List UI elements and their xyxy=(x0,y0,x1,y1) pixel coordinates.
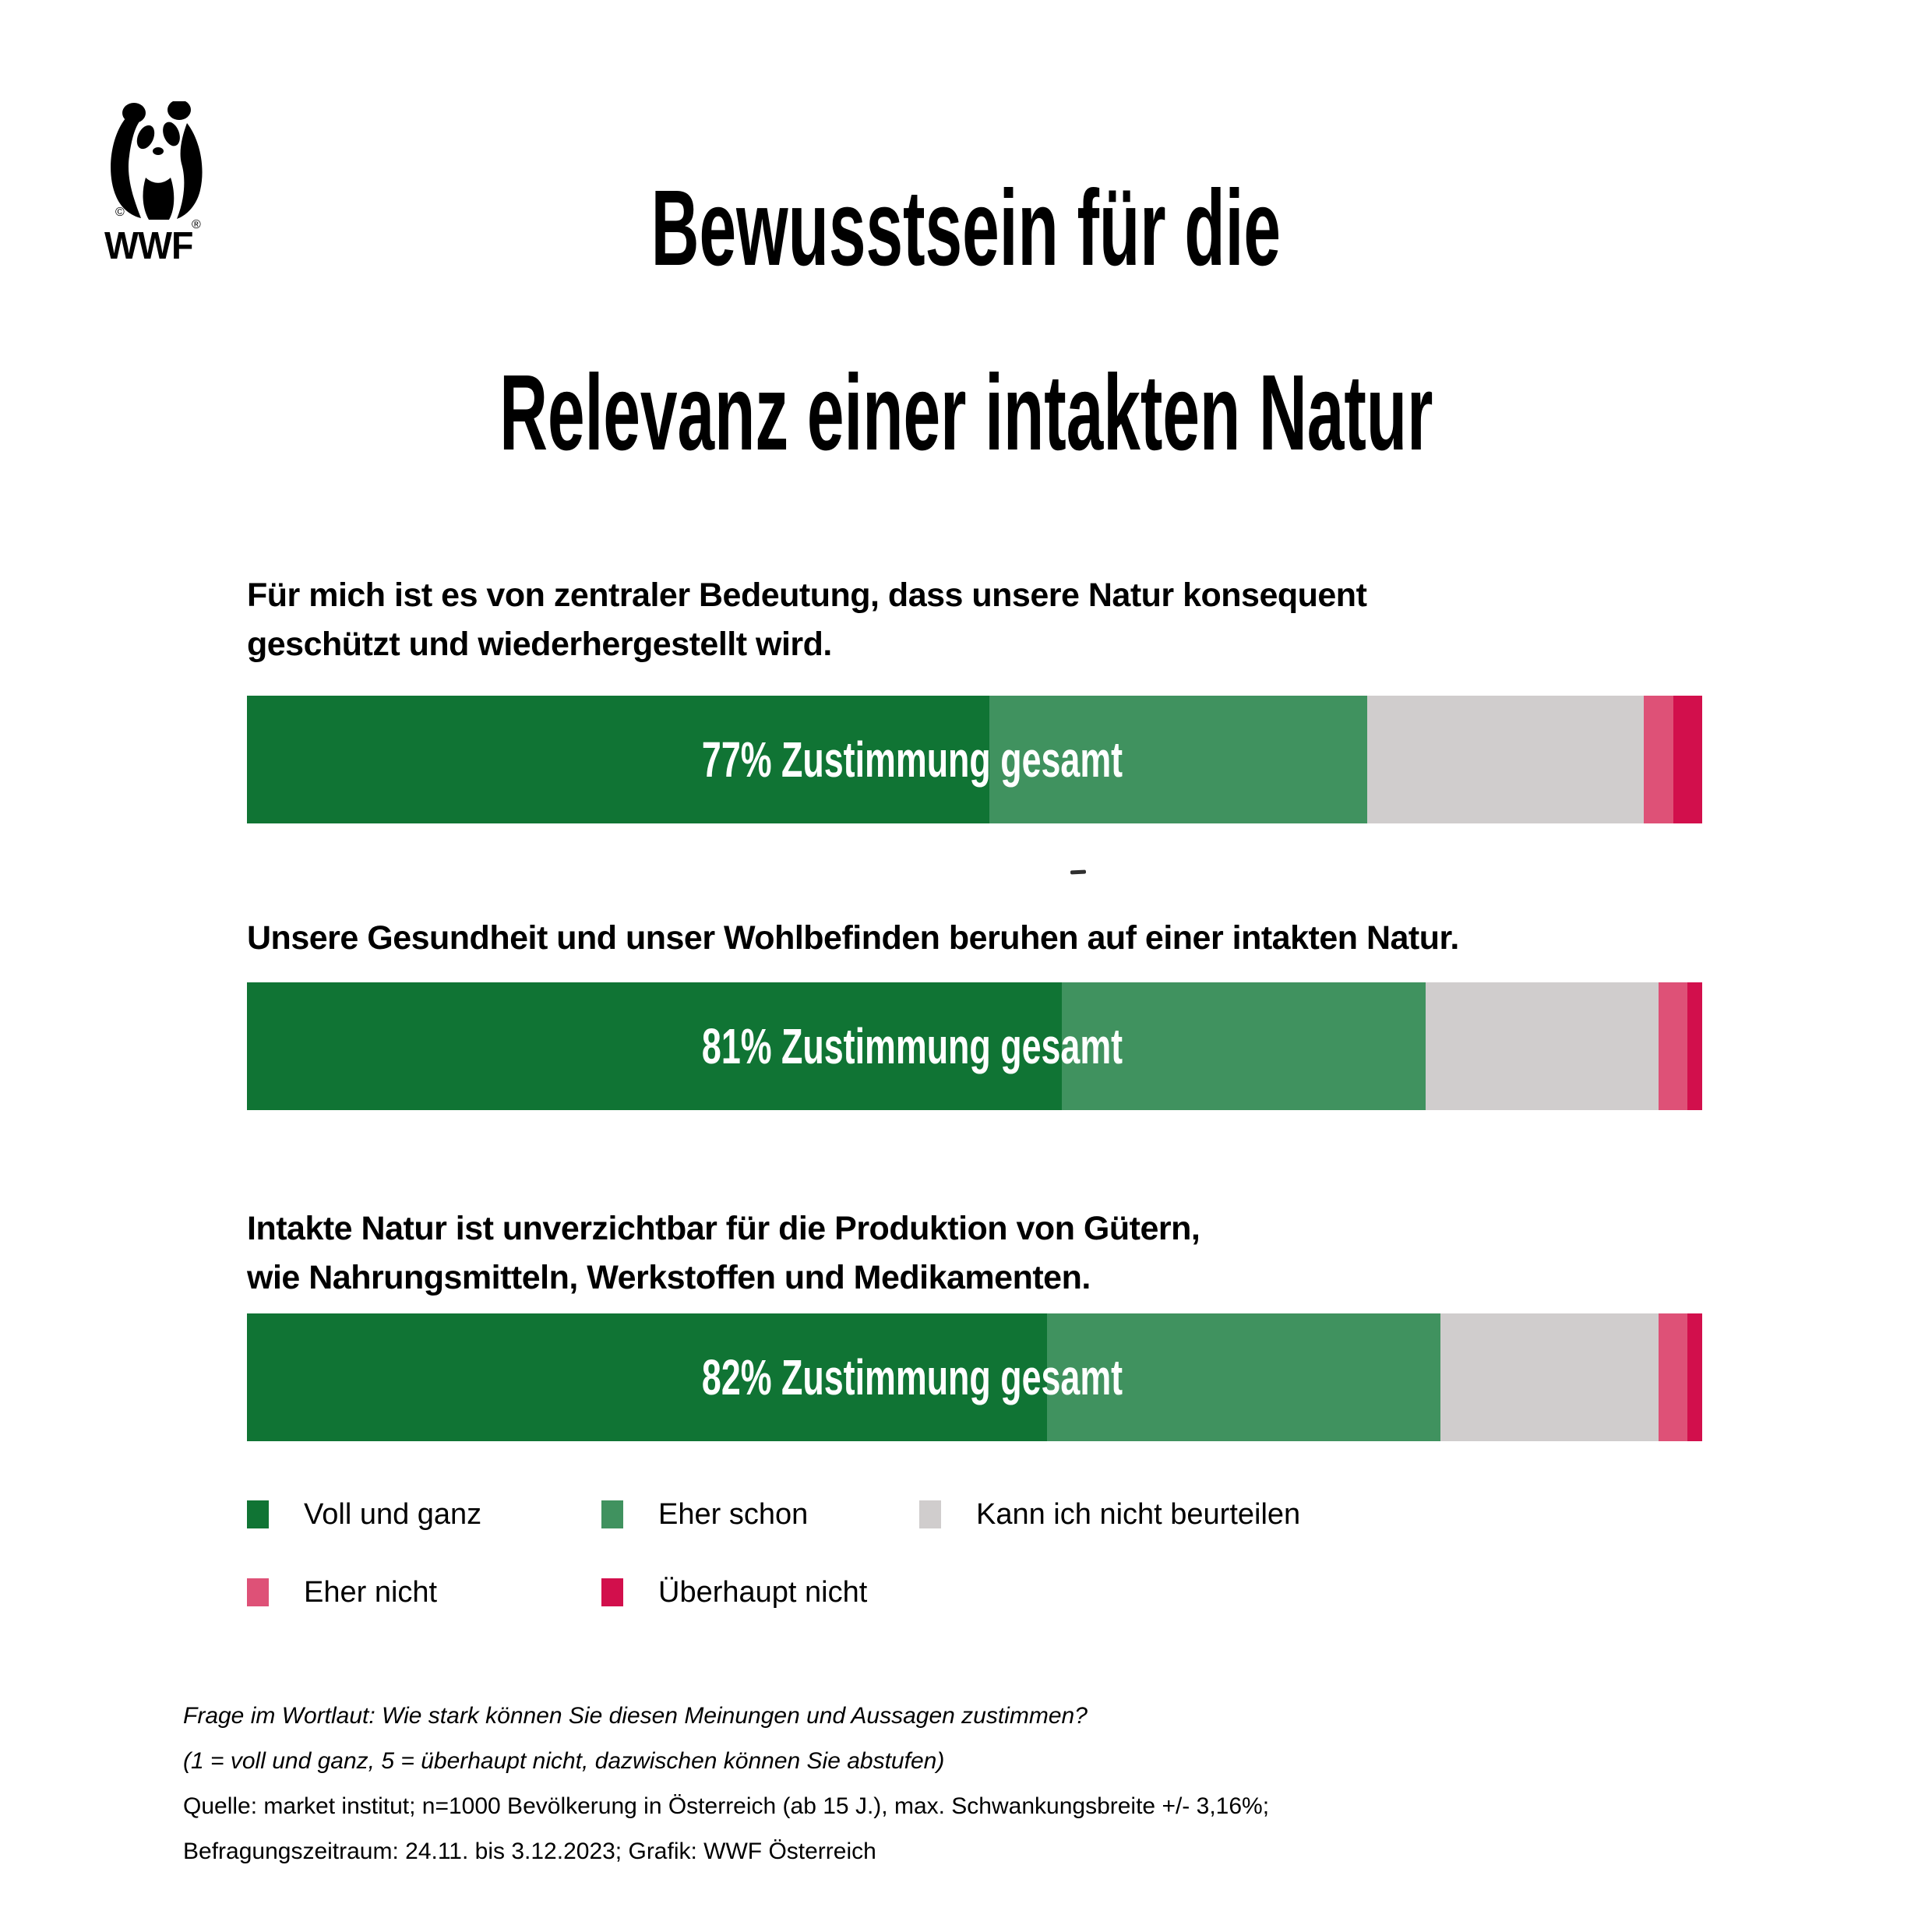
statement-2: Unsere Gesundheit und unser Wohlbefinden… xyxy=(247,914,1789,963)
bar3-segment-eher-schon xyxy=(1047,1313,1440,1441)
wwf-wordmark: WWF xyxy=(104,225,193,267)
panda-icon xyxy=(111,101,203,220)
page-title: Bewusstsein für die Relevanz einer intak… xyxy=(0,153,1932,522)
legend-item-eher-schon: Eher schon xyxy=(601,1497,808,1532)
legend-swatch-kann-ich-nicht-beurteilen xyxy=(919,1500,941,1528)
copyright-mark: © xyxy=(115,206,125,219)
bar3-agreement-label: 82% Zustimmung gesamt xyxy=(701,1349,1123,1405)
title-line-1: Bewusstsein für die xyxy=(650,168,1282,288)
bar1-segment-voll-und-ganz xyxy=(247,696,989,823)
legend-label-voll-und-ganz: Voll und ganz xyxy=(304,1497,482,1531)
statement-1: Für mich ist es von zentraler Bedeutung,… xyxy=(247,571,1789,669)
statement-3: Intakte Natur ist unverzichtbar für die … xyxy=(247,1204,1789,1303)
legend-label-eher-nicht: Eher nicht xyxy=(304,1575,438,1609)
bar1-segment-ueberhaupt-nicht xyxy=(1673,696,1702,823)
bar2-segment-eher-schon xyxy=(1062,982,1426,1110)
statement-1-line-2: geschützt und wiederhergestellt wird. xyxy=(247,626,832,663)
footnote-line-3: Quelle: market institut; n=1000 Bevölker… xyxy=(183,1793,1270,1819)
legend-label-kann-ich-nicht-beurteilen: Kann ich nicht beurteilen xyxy=(976,1497,1301,1531)
bar1-segment-kann-ich-nicht-beurteilen xyxy=(1367,696,1645,823)
footnote-line-2: (1 = voll und ganz, 5 = überhaupt nicht,… xyxy=(183,1748,945,1774)
bar2-segment-ueberhaupt-nicht xyxy=(1687,982,1702,1110)
statement-3-line-2: wie Nahrungsmitteln, Werkstoffen und Med… xyxy=(247,1259,1091,1296)
legend-swatch-eher-schon xyxy=(601,1500,623,1528)
stacked-bar-3: 82% Zustimmung gesamt xyxy=(247,1313,1702,1441)
footnote: Frage im Wortlaut: Wie stark können Sie … xyxy=(183,1694,1269,1874)
statement-3-line-1: Intakte Natur ist unverzichtbar für die … xyxy=(247,1210,1200,1247)
bar2-segment-eher-nicht xyxy=(1658,982,1688,1110)
bar1-segment-eher-nicht xyxy=(1644,696,1673,823)
statement-1-line-1: Für mich ist es von zentraler Bedeutung,… xyxy=(247,576,1367,614)
bar1-segment-eher-schon xyxy=(989,696,1368,823)
footnote-line-1: Frage im Wortlaut: Wie stark können Sie … xyxy=(183,1703,1088,1729)
bar1-agreement-label: 77% Zustimmung gesamt xyxy=(701,732,1123,788)
bar2-agreement-label: 81% Zustimmung gesamt xyxy=(701,1018,1123,1074)
stacked-bar-1: 77% Zustimmung gesamt xyxy=(247,696,1702,823)
footnote-line-4: Befragungszeitraum: 24.11. bis 3.12.2023… xyxy=(183,1839,876,1864)
small-dash-artifact xyxy=(1070,869,1087,875)
bar3-segment-ueberhaupt-nicht xyxy=(1687,1313,1702,1441)
legend-item-voll-und-ganz: Voll und ganz xyxy=(247,1497,481,1532)
bar2-segment-kann-ich-nicht-beurteilen xyxy=(1426,982,1659,1110)
bar2-segment-voll-und-ganz xyxy=(247,982,1063,1110)
legend-item-kann-ich-nicht-beurteilen: Kann ich nicht beurteilen xyxy=(919,1497,1300,1532)
title-line-2: Relevanz einer intakten Natur xyxy=(499,353,1433,473)
bar3-segment-eher-nicht xyxy=(1658,1313,1688,1441)
bar3-segment-kann-ich-nicht-beurteilen xyxy=(1440,1313,1659,1441)
legend-swatch-voll-und-ganz xyxy=(247,1500,269,1528)
bar3-segment-voll-und-ganz xyxy=(247,1313,1048,1441)
legend-swatch-eher-nicht xyxy=(247,1578,269,1606)
legend-label-eher-schon: Eher schon xyxy=(658,1497,809,1531)
registered-mark: ® xyxy=(192,218,201,231)
statement-2-line-1: Unsere Gesundheit und unser Wohlbefinden… xyxy=(247,919,1459,957)
legend-item-ueberhaupt-nicht: Überhaupt nicht xyxy=(601,1575,867,1609)
legend-label-ueberhaupt-nicht: Überhaupt nicht xyxy=(658,1575,868,1609)
legend-swatch-ueberhaupt-nicht xyxy=(601,1578,623,1606)
wwf-logo: © ® WWF xyxy=(100,101,224,269)
legend-item-eher-nicht: Eher nicht xyxy=(247,1575,437,1609)
stacked-bar-2: 81% Zustimmung gesamt xyxy=(247,982,1702,1110)
